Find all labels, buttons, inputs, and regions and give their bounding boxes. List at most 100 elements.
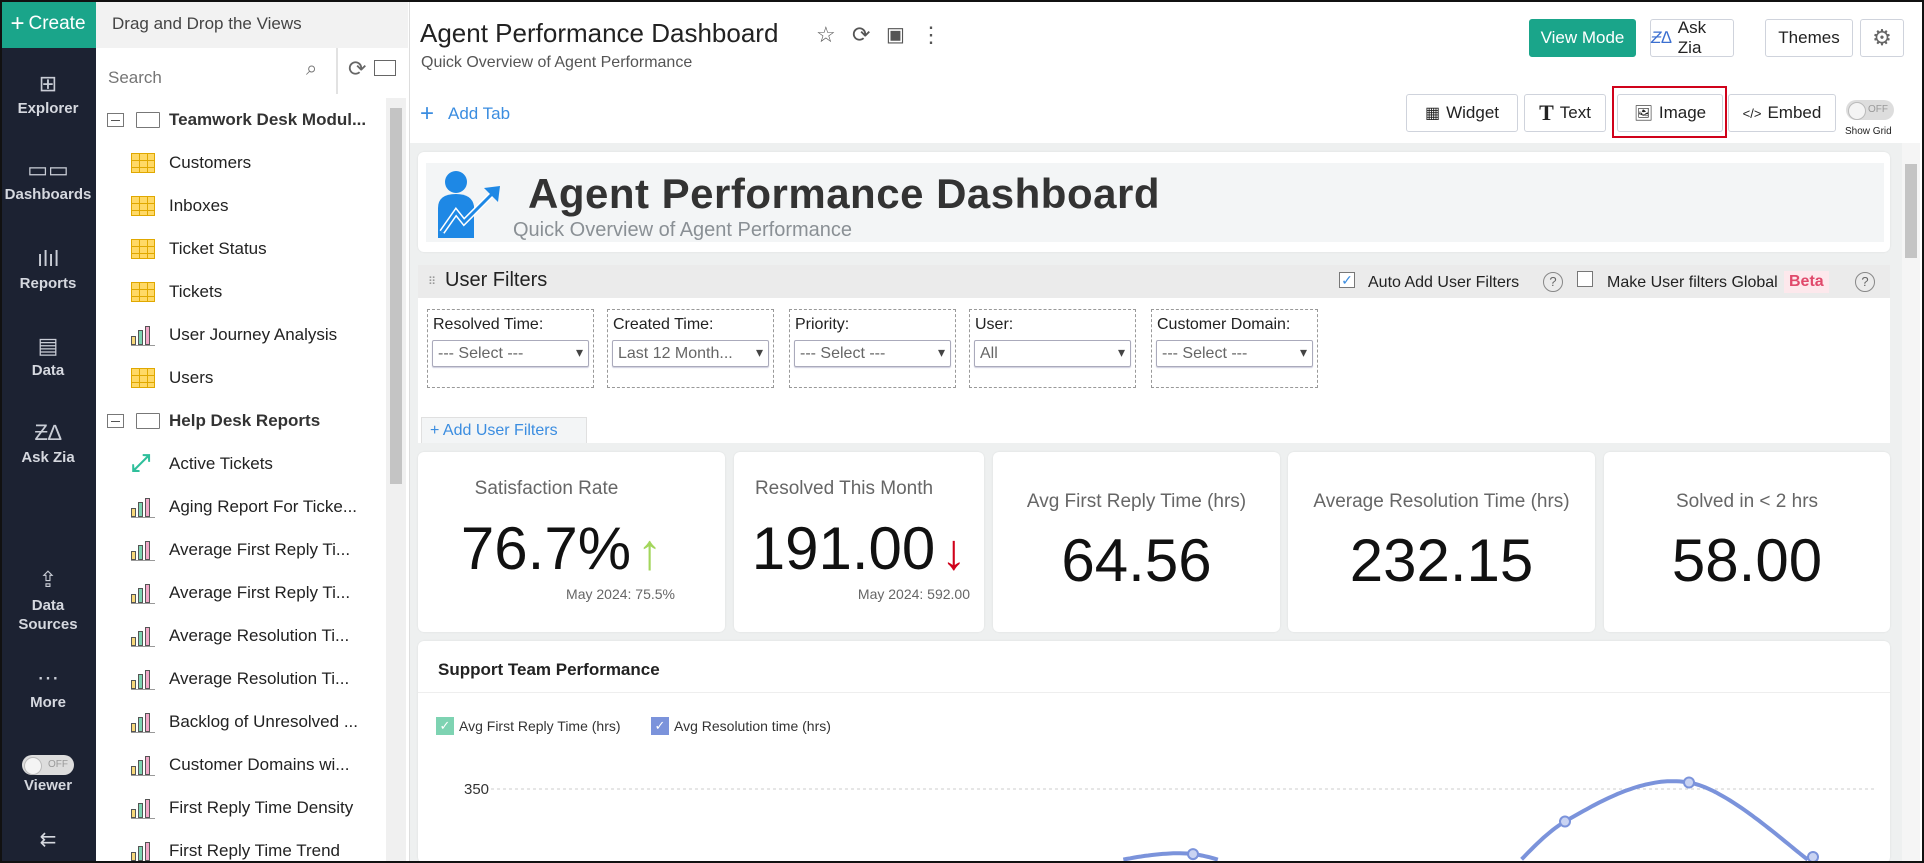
nav-explorer[interactable]: ⊞ Explorer	[0, 72, 96, 118]
help-icon[interactable]: ?	[1543, 272, 1563, 292]
viewer-toggle[interactable]: OFF Viewer	[0, 754, 96, 794]
tree-item[interactable]: ⤢ Active Tickets	[96, 452, 386, 476]
create-button[interactable]: + Create	[0, 0, 96, 48]
embed-icon: </>	[1742, 105, 1762, 121]
chart-icon	[131, 496, 155, 518]
image-button[interactable]: 🖼 Image	[1617, 94, 1723, 132]
add-user-filters-button[interactable]: + Add User Filters	[421, 417, 587, 443]
tree-item-label: Average Resolution Ti...	[169, 626, 350, 645]
tree-item[interactable]: Average Resolution Ti...	[96, 667, 386, 691]
tree-item[interactable]: Average First Reply Ti...	[96, 581, 386, 605]
show-grid-toggle[interactable]: OFF	[1846, 99, 1894, 120]
ask-zia-button[interactable]: Ƶ∆ Ask Zia	[1650, 18, 1734, 57]
chart-icon	[131, 625, 155, 647]
tree-item[interactable]: Average Resolution Ti...	[96, 624, 386, 648]
table-icon	[131, 282, 155, 302]
settings-gear-icon[interactable]: ⚙	[1860, 19, 1904, 57]
kpi-card-solved[interactable]: Solved in < 2 hrs 58.00	[1604, 452, 1890, 632]
tree-item[interactable]: Ticket Status	[96, 237, 386, 261]
canvas-scroll-thumb[interactable]	[1905, 164, 1917, 258]
tree-item[interactable]: Aging Report For Ticke...	[96, 495, 386, 519]
data-point[interactable]	[1187, 848, 1199, 861]
kpi-value: 232.15	[1349, 527, 1534, 594]
legend-item-resolution[interactable]: ✓ Avg Resolution time (hrs)	[651, 717, 831, 735]
global-filters-checkbox[interactable]	[1577, 271, 1593, 287]
tree-item[interactable]: Tickets	[96, 280, 386, 304]
tree-folder[interactable]: Help Desk Reports	[96, 409, 386, 433]
nav-more[interactable]: ⋯ More	[0, 666, 96, 712]
plus-icon: +	[430, 422, 443, 439]
tree-item[interactable]: Backlog of Unresolved ...	[96, 710, 386, 734]
tree-item-label: Aging Report For Ticke...	[169, 497, 358, 516]
filter-select[interactable]: --- Select ---	[794, 340, 951, 367]
tree-item[interactable]: Customers	[96, 151, 386, 175]
kpi-compare: May 2024: 75.5%	[566, 586, 675, 602]
banner-subtitle: Quick Overview of Agent Performance	[513, 219, 853, 241]
kpi-card-resolved[interactable]: Resolved This Month 191.00 ↓ May 2024: 59…	[734, 452, 984, 632]
filter-select[interactable]: --- Select ---	[1156, 340, 1313, 367]
filter-label: Created Time:	[613, 316, 714, 333]
dashboards-icon: ▭▭	[27, 157, 69, 182]
nav-dashboards[interactable]: ▭▭ Dashboards	[0, 157, 96, 204]
data-point[interactable]	[1807, 851, 1819, 863]
left-nav: + Create ⊞ Explorer ▭▭ Dashboards ılıl Repor…	[0, 0, 96, 863]
auto-add-filters-checkbox[interactable]: ✓	[1339, 272, 1355, 288]
widget-button[interactable]: ▦ Widget	[1406, 94, 1518, 132]
filter-select[interactable]: Last 12 Month...	[612, 340, 769, 367]
text-icon: T	[1539, 100, 1554, 125]
tree-folder[interactable]: Teamwork Desk Modul...	[96, 108, 386, 132]
refresh-icon[interactable]: ⟳	[348, 56, 367, 81]
filter-select[interactable]: All	[974, 340, 1131, 367]
refresh-icon[interactable]: ⟳	[852, 22, 871, 47]
tree-item-label: Customers	[169, 153, 252, 172]
tree-item[interactable]: User Journey Analysis	[96, 323, 386, 347]
canvas-scrollbar[interactable]	[1902, 143, 1920, 863]
data-point[interactable]	[1683, 776, 1695, 789]
auto-add-filters-label: Auto Add User Filters	[1368, 274, 1520, 291]
legend-check-icon: ✓	[651, 717, 669, 735]
kpi-card-resolution[interactable]: Average Resolution Time (hrs) 232.15	[1288, 452, 1595, 632]
explorer-panel: Drag and Drop the Views ⌕ ⟳ Teamwork Des…	[96, 0, 410, 863]
kpi-card-satisfaction[interactable]: Satisfaction Rate 76.7% ↑ May 2024: 75.5%	[418, 452, 725, 632]
panel-scroll-thumb[interactable]	[390, 108, 402, 484]
add-tab-button[interactable]: + Add Tab	[420, 100, 511, 127]
kpi-card-first-reply[interactable]: Avg First Reply Time (hrs) 64.56	[993, 452, 1280, 632]
star-icon[interactable]: ☆	[816, 22, 836, 47]
data-point[interactable]	[1559, 815, 1571, 828]
text-button[interactable]: T Text	[1524, 94, 1606, 132]
tree-item[interactable]: Customer Domains wi...	[96, 753, 386, 777]
nav-ask-zia[interactable]: Ƶ∆ Ask Zia	[0, 421, 96, 467]
tree-item[interactable]: First Reply Time Density	[96, 796, 386, 820]
search-icon[interactable]: ⌕	[306, 58, 318, 80]
themes-button[interactable]: Themes	[1765, 19, 1853, 57]
chart-icon	[131, 754, 155, 776]
embed-button[interactable]: </> Embed	[1728, 94, 1836, 132]
tree-item[interactable]: Average First Reply Ti...	[96, 538, 386, 562]
filter-select[interactable]: --- Select ---	[432, 340, 589, 367]
tree-item[interactable]: Users	[96, 366, 386, 390]
view-mode-button[interactable]: View Mode	[1529, 19, 1636, 57]
data-icon: ▤	[37, 333, 59, 358]
kpi-value: 76.7%	[460, 515, 632, 582]
legend-item-first-reply[interactable]: ✓ Avg First Reply Time (hrs)	[436, 717, 621, 735]
panel-header: Drag and Drop the Views	[96, 0, 408, 48]
collapse-icon[interactable]	[107, 414, 124, 428]
folder-icon[interactable]	[374, 60, 396, 76]
tree-item[interactable]: Inboxes	[96, 194, 386, 218]
page-title: Agent Performance Dashboard	[420, 18, 779, 48]
nav-reports[interactable]: ılıl Reports	[0, 247, 96, 293]
search-input[interactable]	[96, 48, 336, 94]
user-filters-header	[418, 265, 1890, 298]
save-icon[interactable]: ▣	[886, 24, 905, 46]
help-icon[interactable]: ?	[1855, 272, 1875, 292]
drag-handle-icon[interactable]: ⠿	[428, 276, 437, 288]
tree-item[interactable]: First Reply Time Trend	[96, 839, 386, 863]
more-vertical-icon[interactable]: ⋮	[920, 22, 942, 47]
tree-item-label: Inboxes	[169, 196, 229, 215]
legend-check-icon: ✓	[436, 717, 454, 735]
nav-data-sources[interactable]: ⇪ Data Sources	[0, 568, 96, 634]
collapse-nav-icon[interactable]: ⇇	[39, 829, 57, 851]
chart-title: Support Team Performance	[438, 660, 660, 679]
nav-data[interactable]: ▤ Data	[0, 333, 96, 380]
collapse-icon[interactable]	[107, 113, 124, 127]
